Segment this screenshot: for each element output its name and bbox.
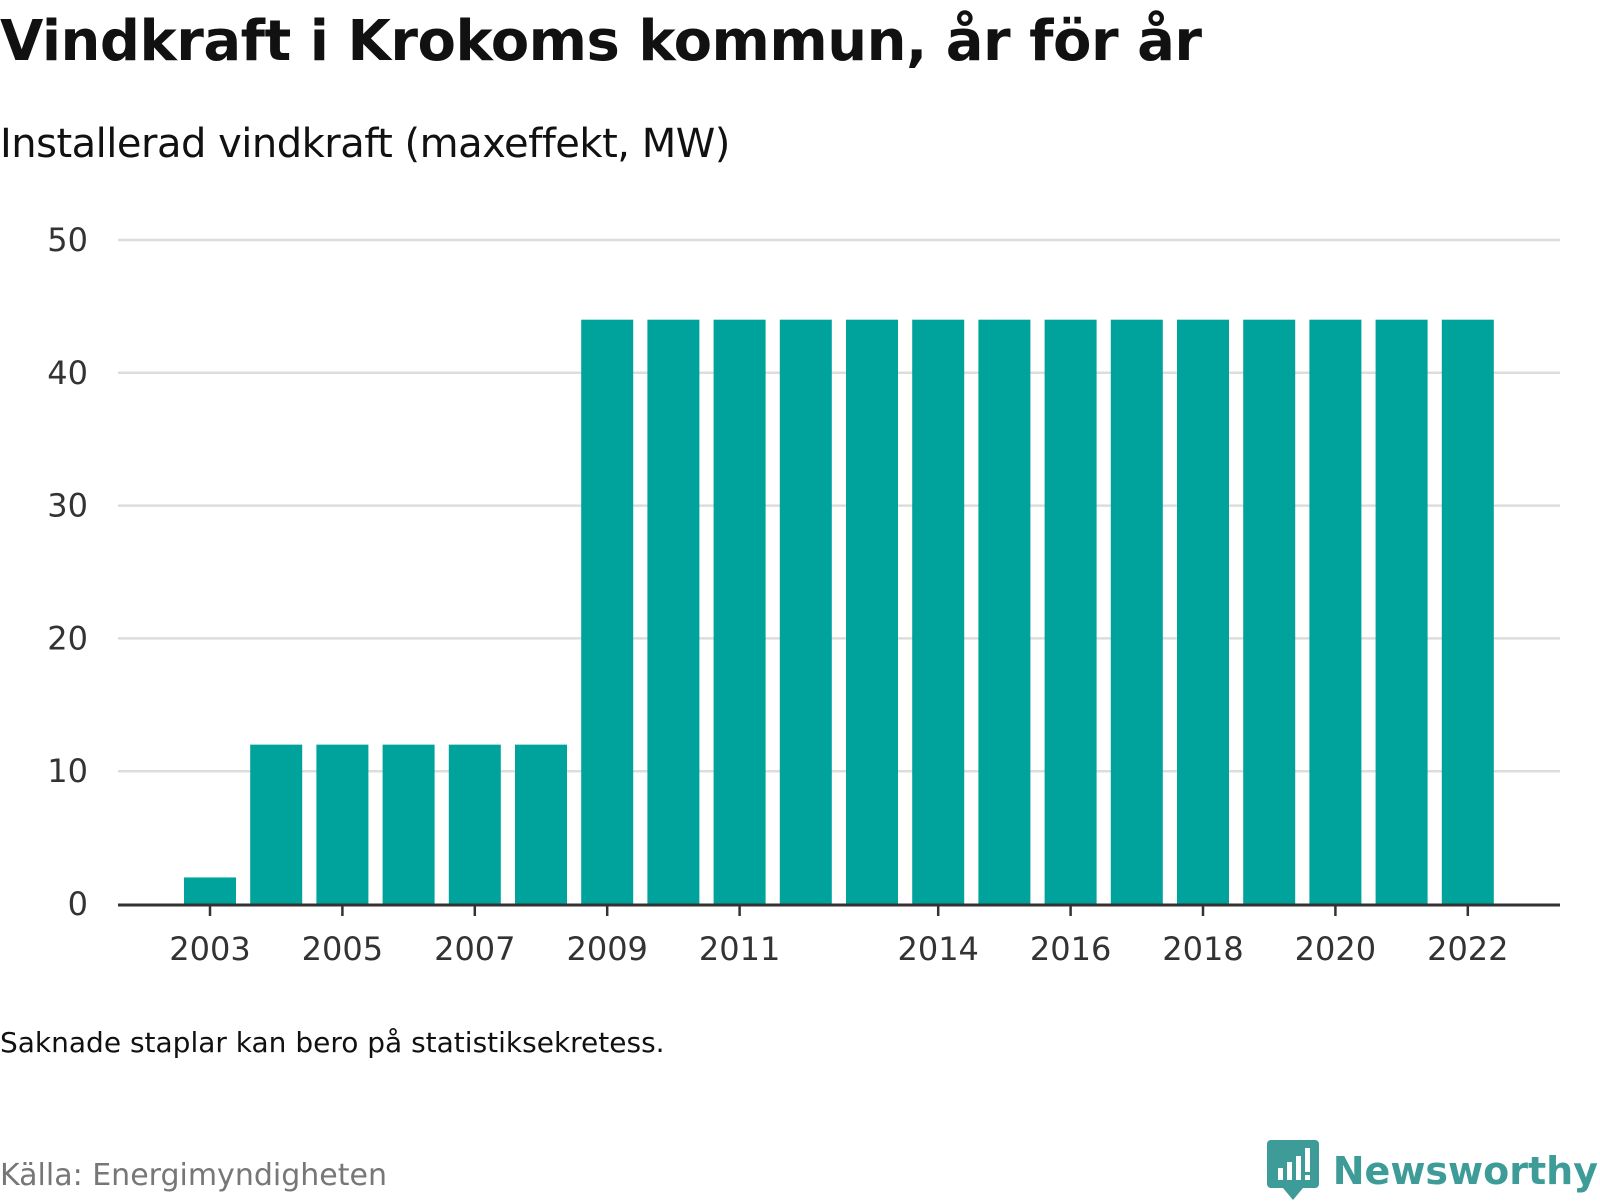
x-tick-label: 2011 — [699, 930, 780, 968]
x-tick-label: 2005 — [302, 930, 383, 968]
bar-2016 — [1044, 319, 1097, 904]
y-tick-label: 40 — [47, 354, 88, 392]
x-tick-label: 2014 — [897, 930, 978, 968]
bar-2009 — [581, 319, 634, 904]
newsworthy-logo-icon — [1266, 1140, 1319, 1200]
y-tick-label: 50 — [47, 221, 88, 259]
bar-2022 — [1441, 319, 1494, 904]
brand-name: Newsworthy — [1332, 1149, 1598, 1193]
x-tick-label: 2007 — [434, 930, 515, 968]
bar-2013 — [846, 319, 898, 904]
y-tick-label: 30 — [47, 487, 88, 525]
y-tick-label: 0 — [68, 885, 88, 923]
bar-2019 — [1243, 319, 1296, 904]
footnote: Saknade staplar kan bero på statistiksek… — [0, 1026, 665, 1059]
chart-title: Vindkraft i Krokoms kommun, år för år — [0, 9, 1202, 74]
x-tick-label: 2016 — [1030, 930, 1111, 968]
bar-2011 — [713, 319, 766, 904]
x-tick-label: 2022 — [1427, 930, 1508, 968]
x-tick-label: 2020 — [1295, 930, 1376, 968]
bar-2015 — [978, 319, 1031, 904]
x-tick-label: 2018 — [1162, 930, 1243, 968]
source-label: Källa: Energimyndigheten — [0, 1158, 387, 1193]
bar-2006 — [382, 744, 435, 904]
x-tick-label: 2009 — [566, 930, 647, 968]
bar-2021 — [1375, 319, 1428, 904]
bar-2010 — [647, 319, 700, 904]
x-tick-label: 2003 — [169, 930, 250, 968]
bar-2014 — [912, 319, 965, 904]
bar-2017 — [1110, 319, 1163, 904]
y-tick-label: 20 — [47, 619, 88, 657]
bar-2012 — [779, 319, 832, 904]
bar-2020 — [1309, 319, 1362, 904]
chart-subtitle: Installerad vindkraft (maxeffekt, MW) — [0, 121, 730, 167]
y-tick-label: 10 — [47, 752, 88, 790]
bar-2005 — [316, 744, 369, 904]
bar-2004 — [250, 744, 303, 904]
bar-2018 — [1177, 319, 1229, 904]
bar-2007 — [448, 744, 501, 904]
bar-2003 — [184, 877, 236, 904]
bar-chart: 0 10 20 30 40 50 2003 2005 2007 2009 2011 2014 2016 2… — [47, 221, 1560, 968]
bar-2008 — [515, 744, 567, 904]
brand-logo-group[interactable]: Newsworthy — [1266, 1140, 1598, 1202]
